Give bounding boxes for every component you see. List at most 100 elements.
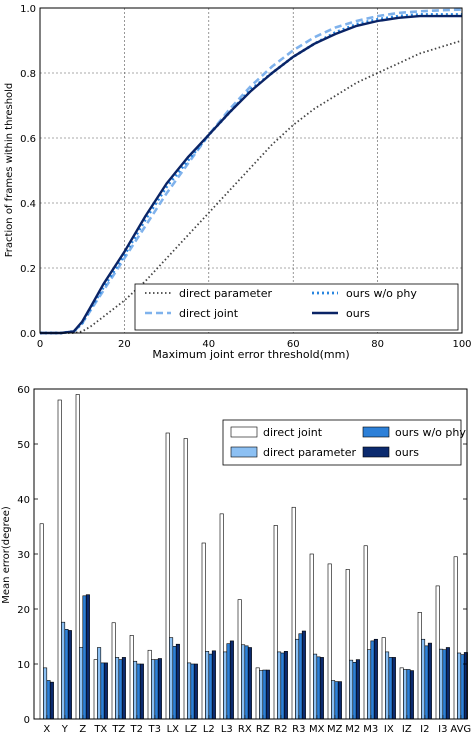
bar-TX-0 <box>93 659 98 720</box>
mean-error-bar-chart: X Y Z TX TZ T2 T3 LX LZ L2 L3 RX RZ R2 R3 MX MZ M2 M3 IX IZ I… <box>1 385 471 735</box>
legend-label-2: ours w/o phy <box>346 287 417 300</box>
bar-I3-0 <box>435 585 440 720</box>
legend-box <box>222 419 462 466</box>
x-tick-label: 100 <box>452 339 471 350</box>
x-axis-label: Maximum joint error threshold(mm) <box>152 348 349 361</box>
y-tick-label: 0 <box>24 715 30 726</box>
bar-RZ-2 <box>262 669 267 720</box>
series-line-3 <box>40 14 462 335</box>
x-tick-label: 20 <box>118 339 131 350</box>
bar-Y-1 <box>61 621 66 720</box>
legend-label-3: ours <box>346 307 370 320</box>
bar-Y-3 <box>67 630 72 720</box>
bar-RX-1 <box>241 644 246 720</box>
bar-L2-0 <box>201 542 206 720</box>
bar-M2-3 <box>355 659 360 720</box>
x-tick-label: IX <box>384 724 394 735</box>
bar-L2-1 <box>205 651 210 720</box>
y-tick-label: 40 <box>17 495 30 506</box>
x-tick-label: I2 <box>420 724 429 735</box>
bar-M2-0 <box>345 569 350 720</box>
y-tick-label: 0.0 <box>20 329 36 340</box>
bar-M2-2 <box>352 662 357 720</box>
bar-I3-3 <box>445 647 450 720</box>
bar-LX-3 <box>175 643 180 720</box>
bar-IX-1 <box>385 651 390 720</box>
x-tick-label: L3 <box>221 724 233 735</box>
bar-LZ-3 <box>193 663 198 720</box>
bar-Z-2 <box>82 595 87 720</box>
x-tick-label: TX <box>93 724 107 735</box>
x-tick-label: MX <box>309 724 325 735</box>
x-tick-label: L2 <box>203 724 215 735</box>
bar-X-1 <box>43 667 48 720</box>
x-tick-label: Z <box>79 724 86 735</box>
y-tick-label: 60 <box>17 385 30 396</box>
bar-TX-3 <box>103 662 108 720</box>
bar-X-0 <box>39 523 44 720</box>
bar-X-3 <box>49 681 54 720</box>
bar-IZ-1 <box>403 669 408 720</box>
bar-R3-1 <box>295 638 300 720</box>
bar-IX-2 <box>388 657 393 720</box>
bar-R2-1 <box>277 651 282 720</box>
x-tick-label: MZ <box>327 724 343 735</box>
x-tick-label: LX <box>167 724 180 735</box>
x-tick-label: IZ <box>402 724 412 735</box>
bar-M3-0 <box>363 545 368 720</box>
legend-swatch-3 <box>362 446 390 458</box>
bar-TZ-0 <box>111 622 116 720</box>
bar-TZ-1 <box>115 657 120 720</box>
bar-R2-0 <box>273 525 278 720</box>
y-tick-label: 30 <box>17 550 30 561</box>
y-tick-label: 1.0 <box>20 4 36 15</box>
bar-L3-3 <box>229 640 234 720</box>
cdf-line-chart: 0 20 40 60 80 100 0.0 0.2 0.4 0.6 0.8 1.0 Maximum … <box>4 4 472 361</box>
x-tick-label: RX <box>238 724 252 735</box>
x-tick-label: M2 <box>345 724 360 735</box>
x-tick-label: R3 <box>292 724 305 735</box>
legend-label-1: direct joint <box>179 307 239 320</box>
legend: direct parameter direct joint ours w/o phy… <box>134 283 459 331</box>
bar-L3-2 <box>226 643 231 720</box>
bar-Y-0 <box>57 399 62 720</box>
y-tick-label: 50 <box>17 440 30 451</box>
x-tick-label: R2 <box>274 724 287 735</box>
x-tick-label: X <box>43 724 50 735</box>
bar-M3-2 <box>370 640 375 720</box>
bar-R3-3 <box>301 630 306 720</box>
bar-T2-2 <box>136 663 141 720</box>
bar-MX-3 <box>319 657 324 720</box>
bar-M3-1 <box>367 649 372 720</box>
bar-Z-3 <box>85 594 90 720</box>
bar-I2-3 <box>427 642 432 720</box>
y-tick-label: 0.2 <box>20 264 36 275</box>
bar-MZ-0 <box>327 563 332 720</box>
bar-LZ-1 <box>187 662 192 720</box>
y-tick-label: 0.6 <box>20 134 36 145</box>
bar-TZ-3 <box>121 657 126 720</box>
legend-label-0: direct parameter <box>179 287 272 300</box>
legend-label-0: direct joint <box>263 426 323 439</box>
x-tick-label: 0 <box>37 339 43 350</box>
bar-RX-2 <box>244 645 249 720</box>
bar-T3-2 <box>154 659 159 720</box>
x-tick-label: T3 <box>148 724 161 735</box>
bar-AVG-1 <box>457 652 462 720</box>
bar-M3-3 <box>373 638 378 720</box>
plot-area <box>40 8 462 333</box>
bar-R3-0 <box>291 506 296 720</box>
y-axis-label: Fraction of frames within threshold <box>4 83 15 258</box>
x-tick-label: 60 <box>287 339 300 350</box>
y-axis-label: Mean error(degree) <box>1 506 12 604</box>
bar-MX-0 <box>309 553 314 720</box>
bar-L3-1 <box>223 651 228 720</box>
plot-frame <box>39 7 463 334</box>
bar-LZ-0 <box>183 438 188 720</box>
legend: direct joint direct parameter ours w/o phy… <box>222 419 466 466</box>
x-tick-label: Y <box>61 724 69 735</box>
bar-X-2 <box>46 680 51 720</box>
bar-I2-0 <box>417 611 422 720</box>
bar-RX-3 <box>247 647 252 720</box>
bar-I3-2 <box>442 649 447 720</box>
